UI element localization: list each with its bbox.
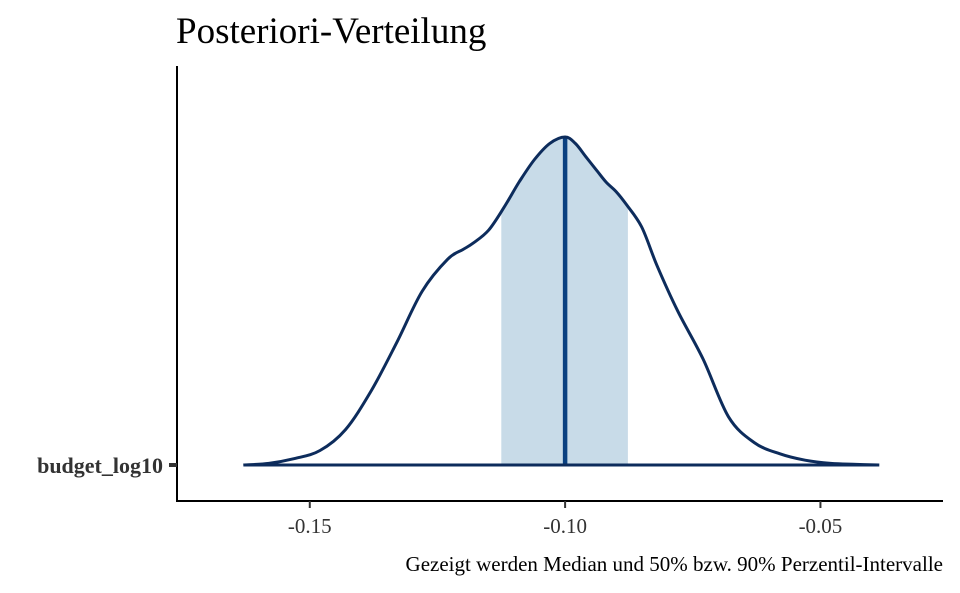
x-tick-label: -0.05 <box>799 514 843 538</box>
parameter-label: budget_log10 <box>37 453 163 478</box>
x-tick-label: -0.15 <box>288 514 332 538</box>
chart-caption: Gezeigt werden Median und 50% bzw. 90% P… <box>406 552 943 576</box>
x-tick-label: -0.10 <box>543 514 587 538</box>
chart-title: Posteriori-Verteilung <box>176 11 486 52</box>
plot-area <box>243 135 880 467</box>
density-curve <box>243 135 880 467</box>
x-ticks: -0.15 -0.10 -0.05 <box>288 501 842 538</box>
